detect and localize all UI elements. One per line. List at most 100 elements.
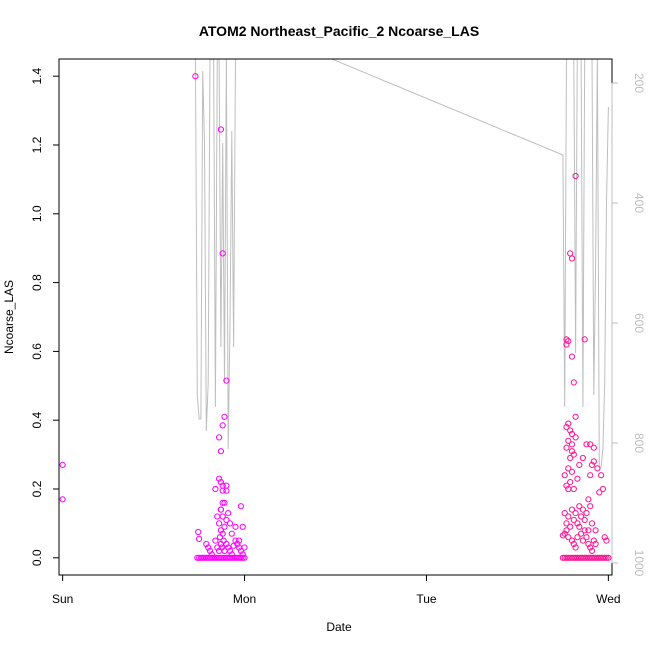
data-point: [603, 554, 610, 561]
data-point: [574, 534, 581, 541]
data-point: [221, 413, 228, 420]
data-point: [234, 540, 241, 548]
data-point: [588, 520, 596, 527]
plot-area: [59, 59, 612, 561]
data-point: [565, 420, 572, 427]
data-point: [570, 379, 577, 386]
data-point: [590, 444, 597, 451]
data-point: [579, 537, 587, 544]
data-point: [568, 430, 576, 438]
data-point: [572, 544, 579, 551]
data-point: [568, 441, 576, 448]
y-tick-label: 1.0: [30, 205, 44, 222]
data-point: [223, 377, 230, 384]
data-point: [594, 465, 601, 472]
data-point: [559, 532, 567, 539]
right-axis: 200 400 600 800 1000: [611, 73, 646, 577]
data-point: [605, 554, 612, 561]
data-point: [598, 472, 605, 479]
data-point: [217, 479, 224, 486]
data-point: [568, 353, 576, 360]
y-tick-label: 0.0: [30, 549, 44, 566]
data-point: [587, 472, 594, 479]
data-point: [225, 509, 232, 517]
data-point: [192, 73, 199, 80]
data-point: [237, 547, 244, 555]
data-point: [570, 451, 577, 458]
y-tick-label: 0.6: [30, 343, 44, 360]
data-point: [241, 554, 248, 561]
data-point: [237, 503, 244, 510]
data-point: [583, 441, 590, 448]
data-point: [223, 540, 230, 548]
data-point: [578, 530, 585, 537]
data-point: [567, 479, 574, 486]
data-point: [59, 461, 66, 468]
plot-frame: [58, 58, 613, 576]
data-point: [216, 520, 223, 527]
data-point: [239, 551, 246, 558]
data-point: [579, 454, 587, 462]
data-point: [568, 468, 576, 475]
data-point: [217, 527, 224, 534]
data-point: [568, 506, 576, 513]
data-point: [570, 516, 577, 524]
data-point: [572, 434, 579, 441]
data-point: [206, 547, 214, 555]
data-point: [563, 482, 570, 489]
data-point: [568, 537, 576, 544]
data-point: [587, 503, 594, 510]
data-point: [561, 530, 568, 537]
data-point: [208, 551, 215, 558]
data-point: [603, 537, 610, 544]
data-point: [228, 530, 235, 537]
data-point: [585, 527, 592, 534]
data-point: [563, 336, 570, 343]
right-tick-label: 200: [632, 73, 646, 93]
data-point: [596, 489, 603, 496]
data-point: [574, 520, 581, 527]
data-point: [568, 255, 576, 262]
data-point: [565, 437, 572, 444]
data-point: [574, 475, 581, 482]
data-point: [561, 509, 568, 517]
data-point: [576, 503, 583, 510]
data-point: [223, 482, 230, 489]
data-point: [561, 472, 568, 479]
data-point: [570, 540, 577, 548]
data-point: [217, 506, 224, 513]
data-point: [590, 537, 597, 544]
data-point: [568, 448, 576, 455]
data-point: [565, 338, 572, 345]
data-point: [195, 528, 202, 536]
data-point: [565, 534, 572, 541]
y-tick-label: 0.4: [30, 412, 44, 429]
data-point: [583, 509, 590, 517]
data-point: [219, 487, 226, 494]
data-point: [587, 544, 594, 551]
data-point: [236, 537, 243, 544]
data-point: [232, 523, 239, 530]
x-axis: Sun Mon Tue Wed: [52, 574, 621, 606]
data-point: [581, 516, 588, 524]
data-point: [563, 444, 570, 451]
data-point: [217, 540, 224, 548]
data-point: [226, 547, 234, 555]
data-point: [585, 496, 592, 503]
data-point: [592, 527, 599, 534]
y-tick-label: 0.8: [30, 274, 44, 291]
data-point: [217, 448, 224, 455]
data-point: [223, 516, 230, 524]
x-tick-label: Wed: [596, 592, 620, 606]
data-point: [581, 527, 588, 534]
y-tick-label: 1.2: [30, 136, 44, 153]
data-point: [563, 527, 570, 534]
data-point: [59, 496, 66, 503]
data-point: [216, 475, 223, 482]
data-point: [576, 523, 583, 530]
data-point: [601, 534, 608, 541]
data-point: [212, 485, 219, 493]
data-point: [565, 465, 572, 472]
data-point: [223, 487, 230, 494]
data-point: [587, 441, 594, 448]
